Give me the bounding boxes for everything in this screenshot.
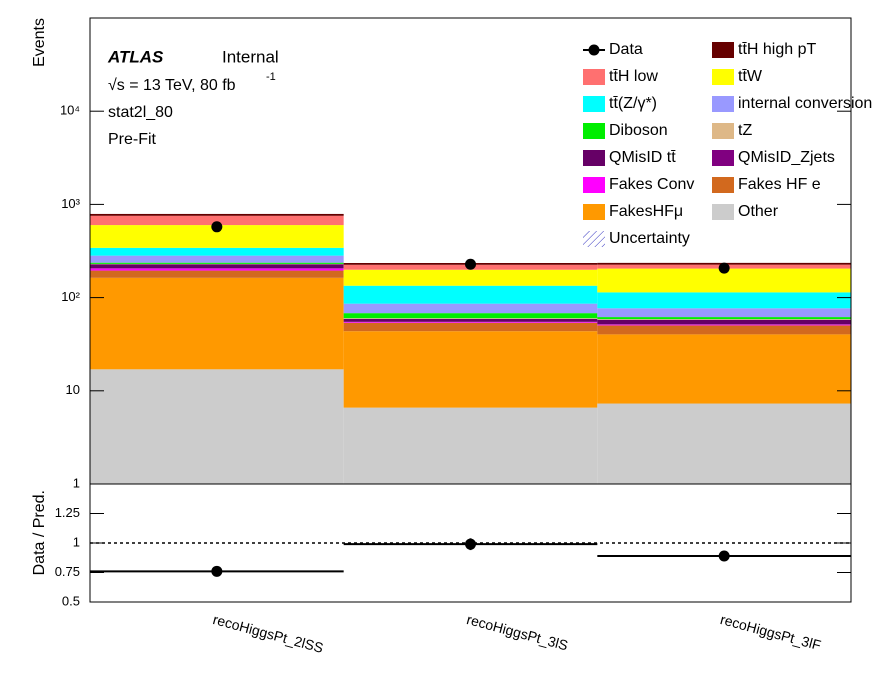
stack-segment xyxy=(344,319,598,322)
x-tick-label: recoHiggsPt_3lF xyxy=(719,611,823,653)
data-point xyxy=(211,221,222,232)
stack-segment xyxy=(344,331,598,407)
stack-segment xyxy=(90,278,344,369)
legend-label: QMisID tt̄ xyxy=(609,149,676,166)
legend-swatch xyxy=(712,69,734,85)
legend-label: Other xyxy=(738,203,779,220)
region: stat2l_80 xyxy=(108,104,173,121)
legend-marker xyxy=(589,45,600,56)
legend-label: internal conversion xyxy=(738,95,872,112)
x-tick-label: recoHiggsPt_3lS xyxy=(465,611,570,653)
legend-label: Uncertainty xyxy=(609,230,690,247)
stack-segment xyxy=(597,319,851,320)
ratio-point xyxy=(719,550,730,561)
legend-label: tt̄W xyxy=(738,68,763,85)
y-tick-label: 10 xyxy=(66,382,80,397)
stack-segment xyxy=(597,325,851,326)
legend-swatch xyxy=(712,123,734,139)
data-point xyxy=(719,263,730,274)
stack-segment xyxy=(597,308,851,317)
stack-segment xyxy=(90,214,344,216)
legend-label: Data xyxy=(609,41,643,58)
status: Internal xyxy=(222,47,279,66)
stack-segment xyxy=(597,320,851,324)
legend-label: FakesHFμ xyxy=(609,203,683,220)
stack-segment xyxy=(90,271,344,278)
legend-swatch xyxy=(712,150,734,166)
ratio-point xyxy=(465,539,476,550)
stack-segment xyxy=(90,263,344,264)
y-tick-label: 10² xyxy=(61,289,80,304)
stack-segment xyxy=(344,322,598,323)
legend-swatch xyxy=(712,204,734,220)
y-tick-label: 10³ xyxy=(61,196,80,211)
data-point xyxy=(465,259,476,270)
y-tick-label: 0.5 xyxy=(62,593,80,608)
ratio-point xyxy=(211,566,222,577)
y-tick-label: 0.75 xyxy=(55,564,80,579)
y-tick-label: 1.25 xyxy=(55,505,80,520)
stack-segment xyxy=(597,317,851,319)
stack-segment xyxy=(597,334,851,403)
y-axis-label: Events xyxy=(31,18,48,67)
legend-label: tZ xyxy=(738,122,752,139)
legend-swatch xyxy=(583,69,605,85)
legend-label: tt̄(Z/γ*) xyxy=(609,95,657,112)
stack xyxy=(90,214,851,484)
legend-swatch xyxy=(712,96,734,112)
legend-label: Diboson xyxy=(609,122,668,139)
legend-swatch xyxy=(712,177,734,193)
legend-swatch xyxy=(712,42,734,58)
ratio-axis-label: Data / Pred. xyxy=(31,490,48,575)
stack-segment xyxy=(597,325,851,334)
legend-swatch xyxy=(583,204,605,220)
y-tick-label: 1 xyxy=(73,534,80,549)
stack-segment xyxy=(90,264,344,268)
legend-label: Fakes Conv xyxy=(609,176,694,193)
legend-label: tt̄H low xyxy=(609,68,658,85)
y-tick-label: 10⁴ xyxy=(60,103,80,118)
legend-swatch xyxy=(583,150,605,166)
legend-swatch xyxy=(583,96,605,112)
stack-segment xyxy=(344,313,598,318)
y-tick-label: 1 xyxy=(73,475,80,490)
legend-swatch xyxy=(583,231,605,247)
energy: √s = 13 TeV, 80 fb xyxy=(108,77,236,94)
stack-segment xyxy=(344,318,598,319)
lumi-exponent: -1 xyxy=(266,71,276,83)
x-tick-label: recoHiggsPt_2lSS xyxy=(211,611,325,656)
stack-segment xyxy=(90,248,344,256)
stack-segment xyxy=(90,269,344,271)
stack-segment xyxy=(344,286,598,304)
stack-segment xyxy=(344,270,598,286)
legend-label: tt̄H high pT xyxy=(738,41,816,58)
experiment: ATLAS xyxy=(107,47,164,66)
stack-segment xyxy=(344,408,598,484)
stack-segment xyxy=(344,323,598,331)
stack-segment xyxy=(90,256,344,263)
legend-swatch xyxy=(583,123,605,139)
stack-segment xyxy=(597,404,851,484)
legend-swatch xyxy=(583,177,605,193)
legend-label: QMisID_Zjets xyxy=(738,149,835,166)
stack-segment xyxy=(344,304,598,313)
fit-status: Pre-Fit xyxy=(108,131,157,148)
stack-segment xyxy=(597,292,851,308)
stack-segment xyxy=(90,369,344,484)
legend-label: Fakes HF e xyxy=(738,176,821,193)
